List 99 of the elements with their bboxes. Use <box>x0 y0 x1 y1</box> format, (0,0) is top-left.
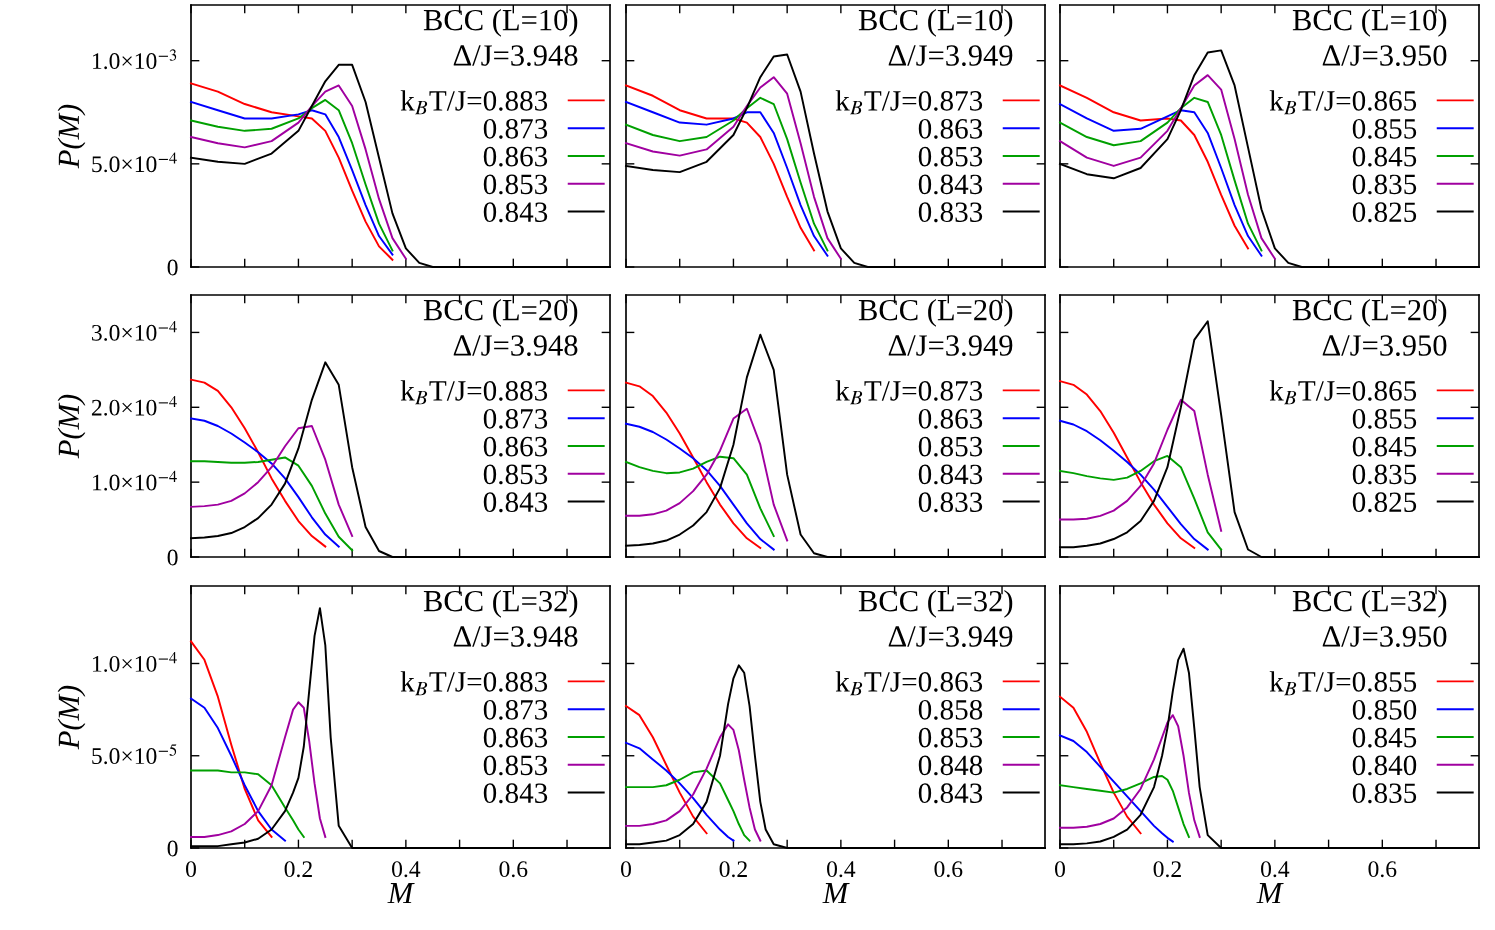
legend-label: 0.843 <box>918 464 983 485</box>
y-axis-title: P(M) <box>57 104 86 169</box>
legend-label: 0.863 <box>483 727 548 748</box>
legend-label: 0.835 <box>1352 174 1417 195</box>
x-axis-title: M <box>822 883 850 904</box>
legend-label: k$_{B}$T/J=0.883 <box>400 90 548 115</box>
legend-label: 0.853 <box>918 436 983 457</box>
legend-label: k$_{B}$T/J=0.873 <box>835 90 983 115</box>
legend-label: 0.863 <box>483 146 548 167</box>
x-tick-label: 0 <box>186 861 196 878</box>
annotation: BCC (L=10) <box>423 8 578 37</box>
legend-label: 0.855 <box>1352 408 1417 429</box>
legend-label: k$_{B}$T/J=0.883 <box>400 671 548 696</box>
x-tick-label: 0.2 <box>1153 861 1181 878</box>
legend-label: 0.858 <box>918 699 983 720</box>
legend-label: 0.853 <box>918 146 983 167</box>
legend-label: k$_{B}$T/J=0.863 <box>835 671 983 696</box>
annotation: Δ/J=3.950 <box>1322 45 1447 66</box>
legend-label: 0.863 <box>918 118 983 139</box>
annotation: BCC (L=20) <box>423 298 578 327</box>
legend-label: 0.843 <box>918 783 983 804</box>
y-tick-label: 0 <box>167 549 178 566</box>
line-series <box>190 425 354 538</box>
legend-label: 0.835 <box>1352 783 1417 804</box>
legend-label: 0.853 <box>918 727 983 748</box>
legend-label: 0.850 <box>1352 699 1417 720</box>
legend-label: 0.833 <box>918 492 983 513</box>
legend-label: k$_{B}$T/J=0.883 <box>400 380 548 405</box>
x-tick-label: 0.6 <box>499 861 528 878</box>
legend-label: 0.848 <box>918 755 983 776</box>
y-tick-label: 5.0×10$^{−5}$ <box>92 744 177 765</box>
annotation: Δ/J=3.948 <box>453 45 578 66</box>
x-tick-label: 0 <box>1055 861 1065 878</box>
legend-label: 0.873 <box>483 408 548 429</box>
legend-label: 0.833 <box>918 202 983 223</box>
y-tick-label: 0 <box>167 259 178 276</box>
annotation: Δ/J=3.949 <box>888 626 1013 647</box>
annotation: BCC (L=32) <box>423 589 578 618</box>
legend-label: 0.863 <box>483 436 548 457</box>
legend-label: k$_{B}$T/J=0.873 <box>835 380 983 405</box>
y-tick-label: 5.0×10$^{−4}$ <box>92 152 177 173</box>
annotation: Δ/J=3.948 <box>453 335 578 356</box>
legend-label: 0.853 <box>483 755 548 776</box>
x-tick-label: 0.2 <box>719 861 747 878</box>
legend-label: 0.853 <box>483 464 548 485</box>
legend-label: 0.825 <box>1352 492 1417 513</box>
legend-label: 0.835 <box>1352 464 1417 485</box>
line-series <box>190 697 286 842</box>
legend-label: 0.843 <box>483 202 548 223</box>
y-tick-label: 3.0×10$^{−4}$ <box>92 321 177 341</box>
legend-label: 0.843 <box>483 492 548 513</box>
x-tick-label: 0.4 <box>392 861 421 878</box>
line-series <box>190 640 273 838</box>
legend-label: k$_{B}$T/J=0.855 <box>1269 671 1417 696</box>
annotation: BCC (L=32) <box>858 589 1013 618</box>
x-axis-title: M <box>1256 883 1284 904</box>
legend-label: k$_{B}$T/J=0.865 <box>1269 90 1417 115</box>
y-axis-title: P(M) <box>57 394 86 459</box>
annotation: BCC (L=20) <box>1292 298 1447 327</box>
legend-label: 0.843 <box>918 174 983 195</box>
legend-label: 0.825 <box>1352 202 1417 223</box>
annotation: Δ/J=3.950 <box>1322 626 1447 647</box>
legend-label: 0.840 <box>1352 755 1417 776</box>
legend-label: 0.845 <box>1352 146 1417 167</box>
annotation: Δ/J=3.950 <box>1322 335 1447 356</box>
y-tick-label: 1.0×10$^{−4}$ <box>92 470 177 491</box>
annotation: Δ/J=3.949 <box>888 335 1013 356</box>
legend-label: 0.863 <box>918 408 983 429</box>
line-series <box>190 456 354 552</box>
y-tick-label: 2.0×10$^{−4}$ <box>91 395 177 416</box>
x-tick-label: 0.4 <box>827 861 856 878</box>
x-tick-label: 0.4 <box>1261 861 1290 878</box>
legend-label: 0.853 <box>483 174 548 195</box>
annotation: BCC (L=10) <box>858 8 1013 37</box>
legend-label: k$_{B}$T/J=0.865 <box>1269 380 1417 405</box>
legend-label: 0.843 <box>483 783 548 804</box>
legend-label: 0.845 <box>1352 436 1417 457</box>
y-tick-label: 0 <box>167 840 178 857</box>
y-tick-label: 1.0×10$^{−4}$ <box>92 652 177 672</box>
line-series <box>190 701 327 838</box>
annotation: BCC (L=32) <box>1292 589 1447 618</box>
line-series <box>190 378 327 548</box>
legend-label: 0.873 <box>483 118 548 139</box>
x-tick-label: 0.6 <box>934 861 963 878</box>
x-tick-label: 0 <box>621 861 631 878</box>
x-tick-label: 0.6 <box>1368 861 1397 878</box>
legend-label: 0.845 <box>1352 727 1417 748</box>
y-tick-label: 1.0×10$^{−3}$ <box>92 49 177 70</box>
x-tick-label: 0.2 <box>284 861 312 878</box>
legend-label: 0.855 <box>1352 118 1417 139</box>
annotation: BCC (L=20) <box>858 298 1013 327</box>
legend-label: 0.873 <box>483 699 548 720</box>
annotation: Δ/J=3.949 <box>888 45 1013 66</box>
line-series <box>190 417 340 548</box>
y-axis-title: P(M) <box>57 685 86 750</box>
annotation: Δ/J=3.948 <box>453 626 578 647</box>
annotation: BCC (L=10) <box>1292 8 1447 37</box>
line-series <box>190 769 305 838</box>
x-axis-title: M <box>387 883 415 904</box>
